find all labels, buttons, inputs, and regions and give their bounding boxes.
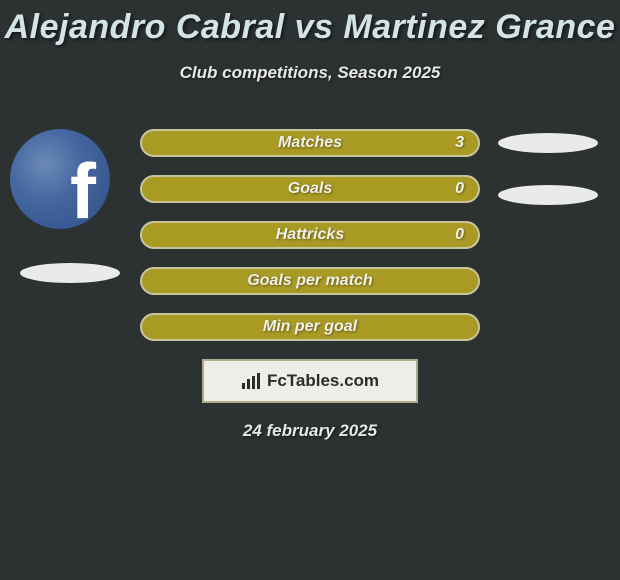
player-right-avatar-placeholder bbox=[498, 133, 598, 153]
stat-label: Hattricks bbox=[276, 226, 344, 244]
player-left-name-placeholder bbox=[20, 263, 120, 283]
stat-value: 0 bbox=[455, 226, 464, 244]
stat-bar-hattricks: Hattricks 0 bbox=[140, 221, 480, 249]
stat-label: Goals bbox=[288, 180, 332, 198]
stat-value: 0 bbox=[455, 180, 464, 198]
stat-value: 3 bbox=[455, 134, 464, 152]
stat-bar-min-per-goal: Min per goal bbox=[140, 313, 480, 341]
facebook-f-icon: f bbox=[70, 146, 96, 229]
logo-text: FcTables.com bbox=[267, 371, 379, 391]
player-right-name-placeholder bbox=[498, 185, 598, 205]
season-subtitle: Club competitions, Season 2025 bbox=[0, 63, 620, 83]
fctables-logo: FcTables.com bbox=[202, 359, 418, 403]
stat-bar-matches: Matches 3 bbox=[140, 129, 480, 157]
main-area: f Matches 3 Goals 0 Hattricks 0 Goals pe… bbox=[0, 129, 620, 441]
stat-label: Goals per match bbox=[247, 272, 372, 290]
player-left-avatar: f bbox=[10, 129, 110, 229]
comparison-title: Alejandro Cabral vs Martinez Grance bbox=[0, 0, 620, 47]
stat-label: Matches bbox=[278, 134, 342, 152]
chart-bars-icon bbox=[241, 372, 261, 390]
stat-label: Min per goal bbox=[263, 318, 357, 336]
stat-bar-goals: Goals 0 bbox=[140, 175, 480, 203]
stat-bars: Matches 3 Goals 0 Hattricks 0 Goals per … bbox=[140, 129, 480, 341]
stat-bar-goals-per-match: Goals per match bbox=[140, 267, 480, 295]
snapshot-date: 24 february 2025 bbox=[0, 421, 620, 441]
